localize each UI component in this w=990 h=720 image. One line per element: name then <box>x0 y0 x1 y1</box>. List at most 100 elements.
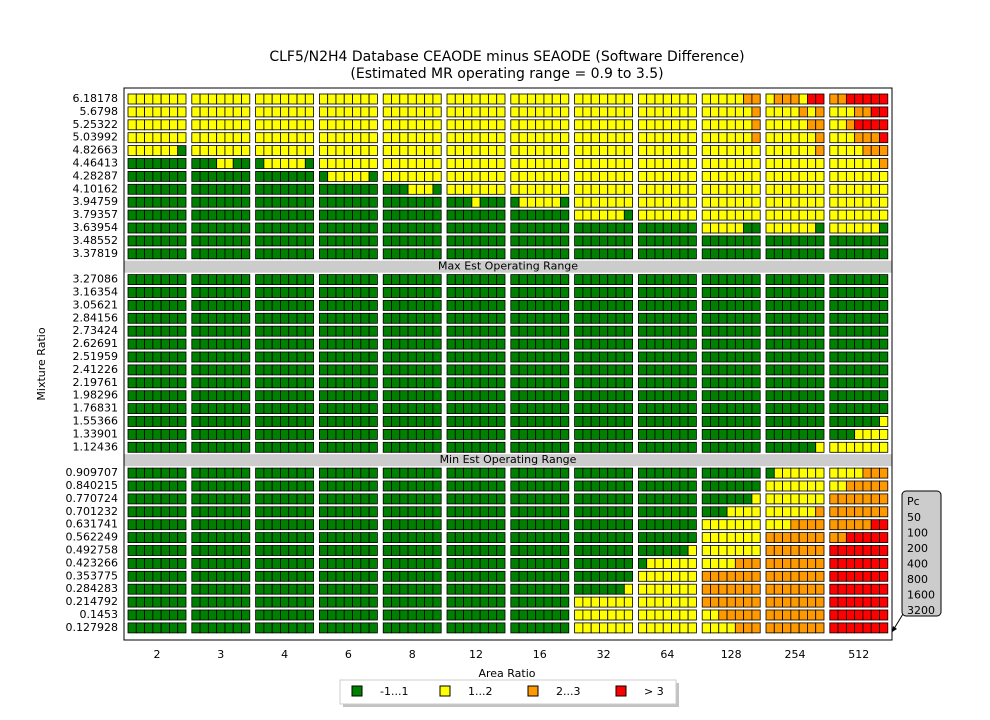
cell <box>177 158 187 169</box>
cell <box>845 170 856 182</box>
cell <box>152 248 162 260</box>
cell <box>790 351 800 363</box>
cell <box>352 519 362 531</box>
cell <box>446 287 456 298</box>
cell <box>815 441 825 453</box>
cell <box>391 325 401 337</box>
cell <box>144 235 154 247</box>
cell <box>255 596 265 608</box>
cell <box>135 532 145 543</box>
cell <box>280 183 290 195</box>
cell <box>646 312 656 324</box>
cell <box>496 132 506 144</box>
cell <box>734 312 745 324</box>
cell <box>560 480 570 492</box>
cell <box>687 235 697 247</box>
cell <box>526 274 537 286</box>
cell <box>582 532 592 543</box>
cell <box>127 403 137 415</box>
cell <box>446 170 456 182</box>
cell <box>862 377 872 389</box>
cell <box>327 145 337 157</box>
cell <box>144 545 154 556</box>
cell <box>382 609 392 621</box>
cell <box>671 609 681 621</box>
cell <box>160 596 170 608</box>
cell <box>241 106 251 118</box>
cell <box>526 467 537 479</box>
cell <box>360 106 370 118</box>
cell <box>446 596 456 608</box>
cell <box>551 506 561 518</box>
cell <box>296 403 306 415</box>
cell <box>360 235 370 247</box>
cell <box>216 196 226 208</box>
cell <box>679 558 689 569</box>
cell <box>232 416 242 427</box>
cell <box>399 209 409 221</box>
cell <box>127 480 137 492</box>
cell <box>479 403 489 415</box>
cell <box>790 183 800 195</box>
cell <box>454 506 464 518</box>
cell <box>807 274 817 286</box>
cell <box>560 441 570 453</box>
cell <box>327 519 337 531</box>
cell <box>510 583 520 595</box>
cell <box>599 183 609 195</box>
cell <box>654 209 664 221</box>
cell <box>615 338 625 350</box>
cell <box>599 364 609 376</box>
cell <box>782 558 792 569</box>
cell <box>638 545 648 556</box>
cell <box>829 170 839 182</box>
cell <box>327 338 337 350</box>
cell <box>726 325 736 337</box>
cell <box>765 145 775 157</box>
cell <box>807 364 817 376</box>
cell <box>870 222 880 234</box>
cell <box>135 467 145 479</box>
cell <box>607 222 617 234</box>
cell <box>216 338 226 350</box>
cell <box>718 364 728 376</box>
cell <box>535 480 545 492</box>
cell <box>368 390 378 402</box>
cell <box>391 235 401 247</box>
cell <box>160 377 170 389</box>
cell <box>454 570 464 582</box>
cell <box>526 532 537 543</box>
cell <box>773 274 783 286</box>
cell <box>662 106 672 118</box>
cell <box>710 583 720 595</box>
cell <box>160 287 170 298</box>
cell <box>862 119 872 131</box>
cell <box>743 545 753 556</box>
cell <box>144 248 154 260</box>
cell <box>496 480 506 492</box>
cell <box>687 467 697 479</box>
pc-value: 1600 <box>907 589 935 602</box>
cell <box>280 170 290 182</box>
cell <box>280 222 290 234</box>
cell <box>743 132 753 144</box>
cell <box>560 596 570 608</box>
cell <box>391 390 401 402</box>
cell <box>854 519 864 531</box>
cell <box>687 377 697 389</box>
cell <box>471 506 481 518</box>
cell <box>638 222 648 234</box>
y-tick-label: 1.76831 <box>73 402 119 415</box>
cell <box>710 183 720 195</box>
cell <box>543 145 553 157</box>
cell <box>127 532 137 543</box>
cell <box>582 145 592 157</box>
cell <box>535 506 545 518</box>
cell <box>288 364 298 376</box>
cell <box>177 274 187 286</box>
cell <box>590 93 600 105</box>
cell <box>263 570 273 582</box>
cell <box>360 493 370 505</box>
cell <box>224 248 234 260</box>
cell <box>479 441 489 453</box>
